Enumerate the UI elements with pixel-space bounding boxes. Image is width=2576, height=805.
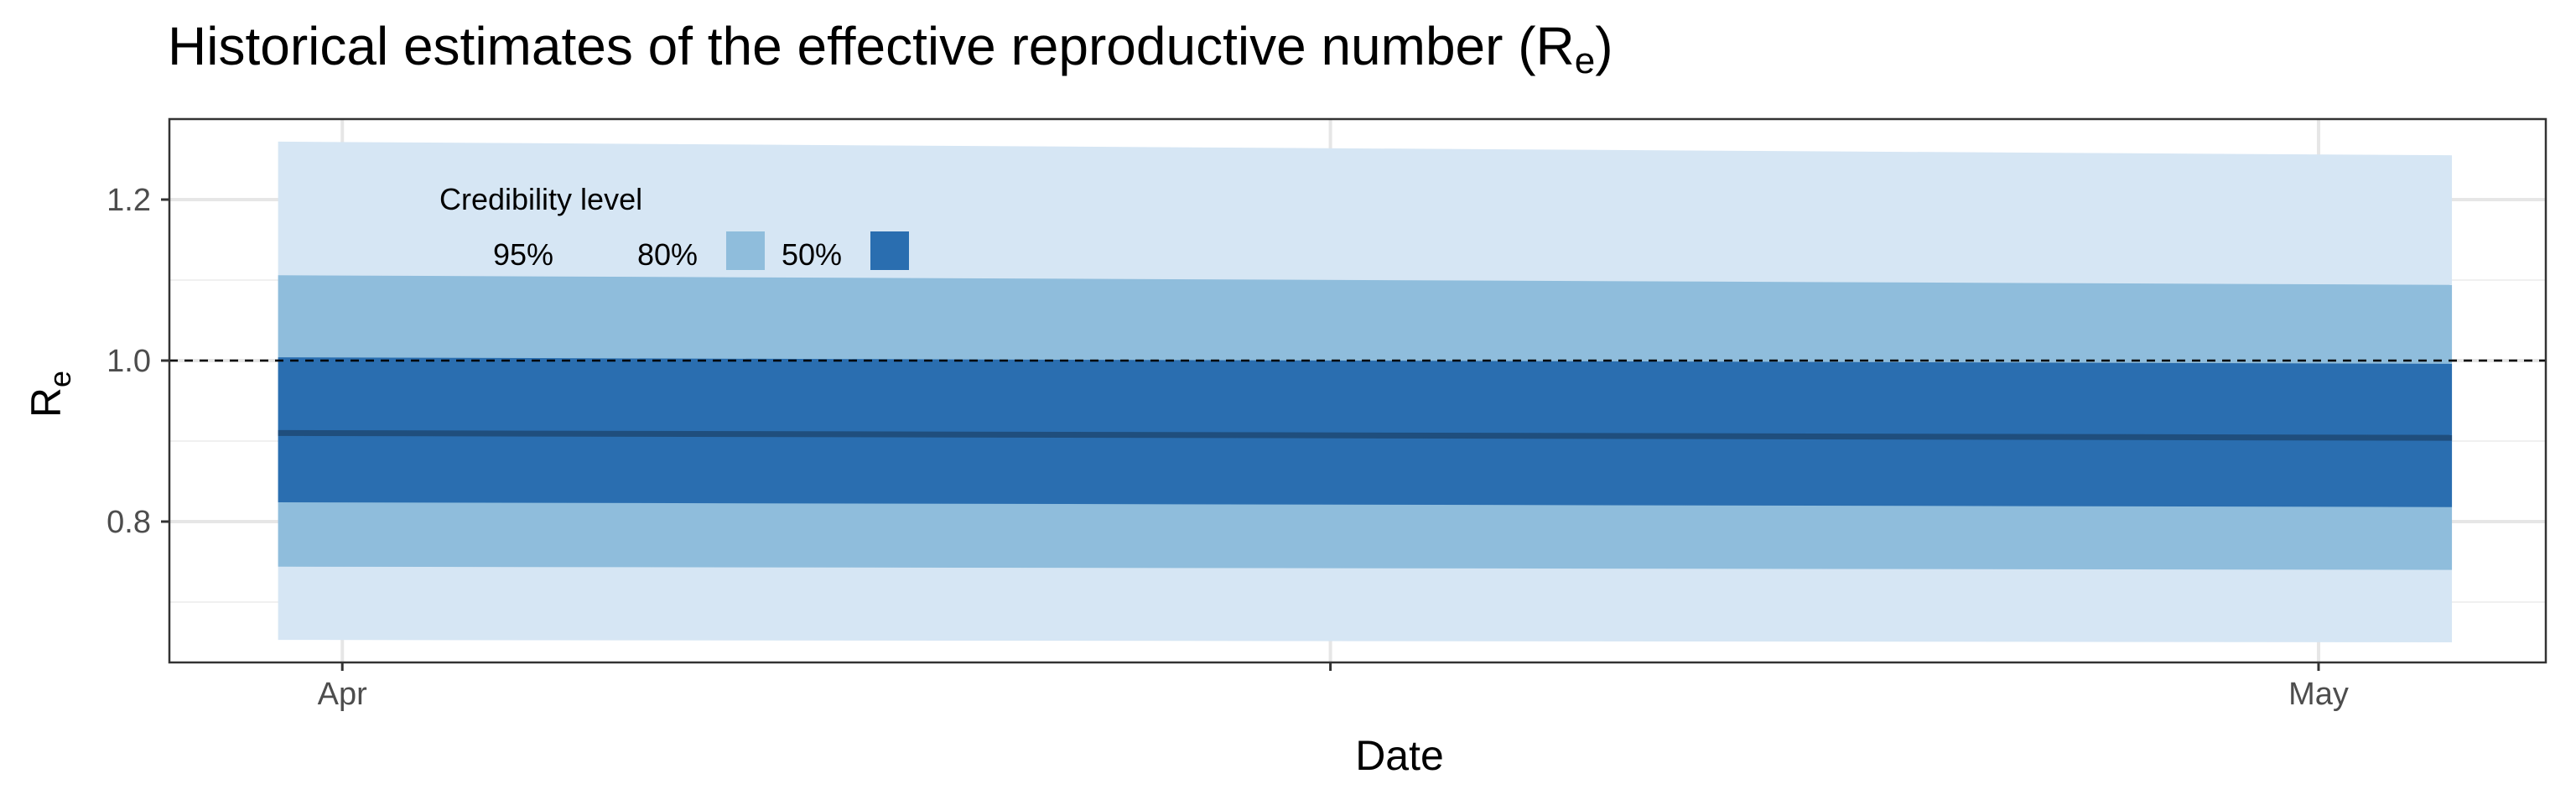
band-50pct (278, 357, 2453, 507)
legend-label-80pct: 80% (637, 237, 698, 272)
y-tick-label: 1.0 (106, 344, 151, 379)
credibility-bands (278, 141, 2453, 642)
legend-key-50pct (870, 231, 909, 270)
axes: 0.8 1.0 1.2 Apr May Date Re (23, 183, 2349, 779)
plot-panel (168, 117, 2547, 664)
y-tick-label: 1.2 (106, 183, 151, 218)
legend-label-50pct: 50% (782, 237, 842, 272)
legend-key-95pct (582, 231, 621, 270)
y-axis-title-text: Re (23, 371, 77, 418)
chart-title: Historical estimates of the effective re… (168, 15, 1613, 82)
chart-title-text: Historical estimates of the effective re… (168, 16, 1575, 76)
x-axis-title: Date (1355, 732, 1444, 779)
legend: Credibility level 95% 80% 50% (439, 182, 909, 272)
legend-label-95pct: 95% (493, 237, 553, 272)
legend-key-80pct (726, 231, 765, 270)
y-tick-label: 0.8 (106, 505, 151, 540)
x-tick-label: May (2288, 677, 2349, 712)
median-line-group (169, 359, 2546, 441)
y-axis-title-subscript: e (43, 371, 77, 387)
legend-title: Credibility level (439, 182, 642, 216)
x-tick-label: Apr (318, 677, 367, 712)
panel-border (168, 117, 2547, 664)
y-axis-title: Re (23, 371, 77, 418)
median-line (278, 429, 2453, 441)
chart-title-suffix: ) (1595, 16, 1613, 76)
chart-title-subscript: e (1574, 40, 1596, 81)
